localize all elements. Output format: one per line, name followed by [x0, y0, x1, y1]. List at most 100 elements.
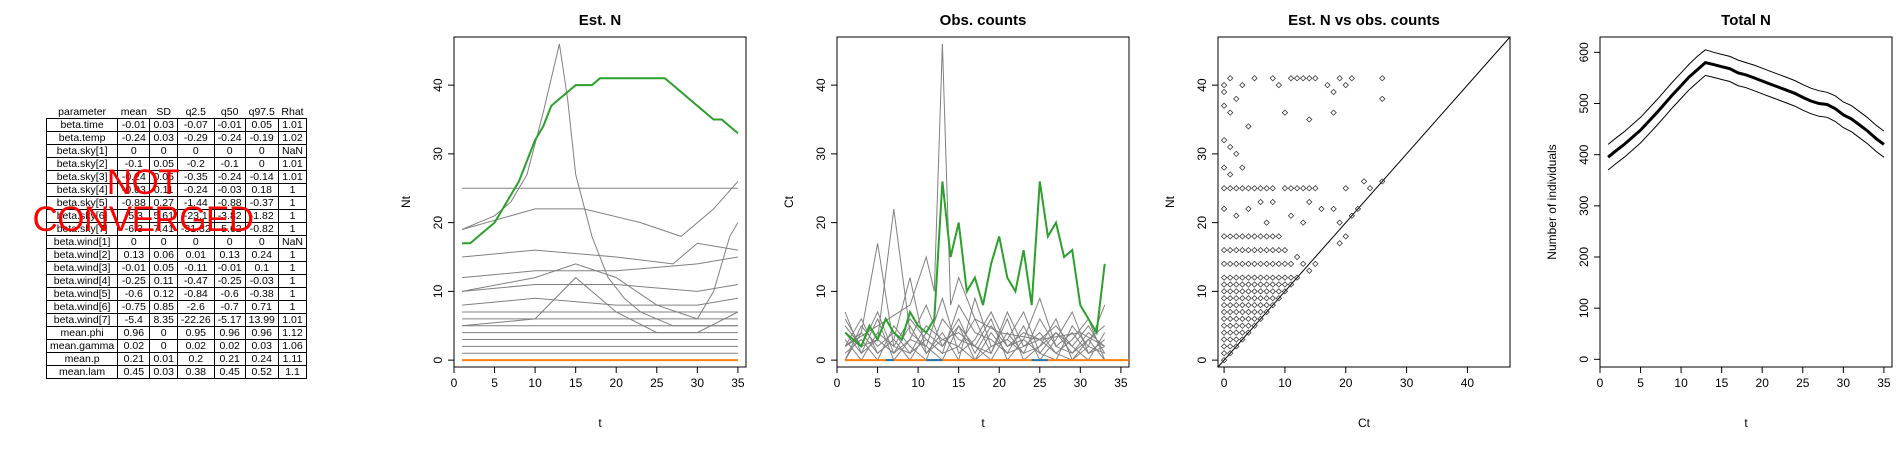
scatter-point: [1275, 246, 1282, 254]
identity-line: [1217, 36, 1511, 368]
highlight-series-line: [844, 181, 1106, 349]
table-cell: 0.45: [213, 365, 246, 379]
x-tick-label: 10: [911, 376, 925, 390]
scatter-point: [1239, 315, 1246, 323]
scatter-point: [1281, 288, 1289, 295]
x-tick-label: 15: [952, 376, 966, 390]
scatter-point: [1348, 212, 1355, 219]
plot-frame: [453, 36, 747, 368]
scatter-point: [1263, 281, 1270, 288]
scatter-point: [1220, 288, 1228, 295]
scatter-point: [1233, 274, 1240, 281]
table-row: beta.wind[6] -0.75 0.85 -2.6 -0.7 0.71 1: [45, 300, 308, 314]
scatter-point: [1227, 336, 1234, 343]
table-cell: 0.45: [117, 365, 151, 379]
scatter-point: [1220, 281, 1228, 288]
table-cell: 0.12: [149, 287, 178, 301]
scatter-point: [1251, 308, 1258, 316]
scatter-point: [1220, 343, 1228, 350]
scatter-point: [1251, 322, 1258, 329]
table-header-row: parameter mean SD q2.5 q50 q97.5 Rhat: [47, 106, 307, 119]
y-tick-label: 400: [1577, 144, 1591, 164]
x-tick-label: 20: [1756, 376, 1770, 390]
total-n-interval-line: [1607, 74, 1885, 171]
background-series-line: [844, 317, 1106, 362]
highlight-series-line: [462, 77, 739, 245]
parameter-name-cell: beta.wind[1]: [45, 235, 119, 249]
background-series-line: [462, 276, 739, 334]
table-cell: 0.24: [244, 352, 279, 366]
scatter-point: [1342, 233, 1349, 240]
scatter-point: [1220, 315, 1228, 323]
x-tick-label: 10: [1674, 376, 1688, 390]
scatter-point: [1245, 205, 1252, 213]
scatter-point: [1245, 185, 1252, 192]
scatter-point: [1251, 274, 1258, 281]
y-tick-label: 20: [431, 216, 445, 230]
chart-title: Est. N: [579, 12, 622, 29]
x-tick-label: 15: [1715, 376, 1729, 390]
scatter-point: [1275, 233, 1282, 240]
scatter-point: [1220, 308, 1228, 316]
scatter-point: [1233, 95, 1240, 103]
y-tick-label: 40: [814, 78, 828, 92]
x-tick-label: 25: [1796, 376, 1810, 390]
x-tick-label: 35: [731, 376, 745, 390]
scatter-point: [1281, 246, 1289, 254]
scatter-point: [1336, 219, 1343, 226]
table-row: mean.phi 0.96 0 0.95 0.96 0.96 1.12: [45, 326, 308, 340]
table-cell: 0.95: [176, 326, 215, 340]
scatter-point: [1293, 274, 1301, 281]
scatter-point: [1245, 281, 1252, 288]
scatter-point: [1269, 75, 1276, 82]
scatter-point: [1269, 295, 1276, 302]
parameter-name-cell: beta.sky[6]: [45, 209, 119, 223]
scatter-point: [1269, 246, 1276, 254]
table-header-cell: SD: [156, 106, 171, 118]
scatter-point: [1269, 260, 1276, 268]
y-tick-label: 30: [431, 147, 445, 161]
table-cell: 1: [277, 248, 308, 262]
parameter-name-cell: beta.wind[3]: [45, 261, 119, 275]
table-row: beta.sky[7] -6.3 7.41 -31.32 -5.62 -0.82 1: [45, 222, 308, 236]
scatter-point: [1275, 288, 1282, 295]
table-cell: NaN: [277, 235, 308, 249]
scatter-point: [1245, 295, 1252, 302]
table-header-cell: parameter: [58, 106, 107, 118]
x-tick-label: 0: [1221, 376, 1228, 390]
table-row: beta.sky[2] -0.1 0.05 -0.2 -0.1 0 1.01: [45, 157, 308, 171]
table-cell: 8.35: [149, 313, 178, 327]
x-tick-label: 5: [1637, 376, 1644, 390]
scatter-point: [1227, 322, 1234, 329]
scatter-point: [1233, 322, 1240, 329]
scatter-point: [1245, 329, 1252, 336]
scatter-point: [1300, 260, 1307, 268]
table-cell: 0.96: [213, 326, 246, 340]
x-tick-label: 15: [569, 376, 583, 390]
table-cell: -0.14: [244, 170, 279, 184]
y-tick-label: 10: [1195, 284, 1209, 298]
scatter-point: [1275, 274, 1282, 281]
x-tick-label: 30: [1837, 376, 1851, 390]
x-tick-label: 30: [1074, 376, 1088, 390]
scatter-point: [1263, 233, 1270, 240]
scatter-point: [1251, 260, 1258, 268]
scatter-point: [1281, 281, 1289, 288]
scatter-point: [1287, 260, 1295, 268]
x-tick-label: 0: [451, 376, 458, 390]
scatter-point: [1263, 246, 1270, 254]
y-axis-label: Ct: [782, 195, 796, 208]
scatter-point: [1300, 219, 1307, 226]
scatter-point: [1233, 212, 1240, 219]
scatter-point: [1220, 356, 1228, 364]
x-tick-label: 35: [1114, 376, 1128, 390]
parameter-name-cell: mean.gamma: [45, 339, 119, 353]
scatter-point: [1220, 164, 1228, 171]
x-tick-label: 25: [1033, 376, 1047, 390]
scatter-point: [1281, 185, 1289, 192]
scatter-point: [1239, 233, 1246, 240]
scatter-point: [1287, 281, 1295, 288]
scatter-point: [1269, 281, 1276, 288]
scatter-point: [1239, 281, 1246, 288]
